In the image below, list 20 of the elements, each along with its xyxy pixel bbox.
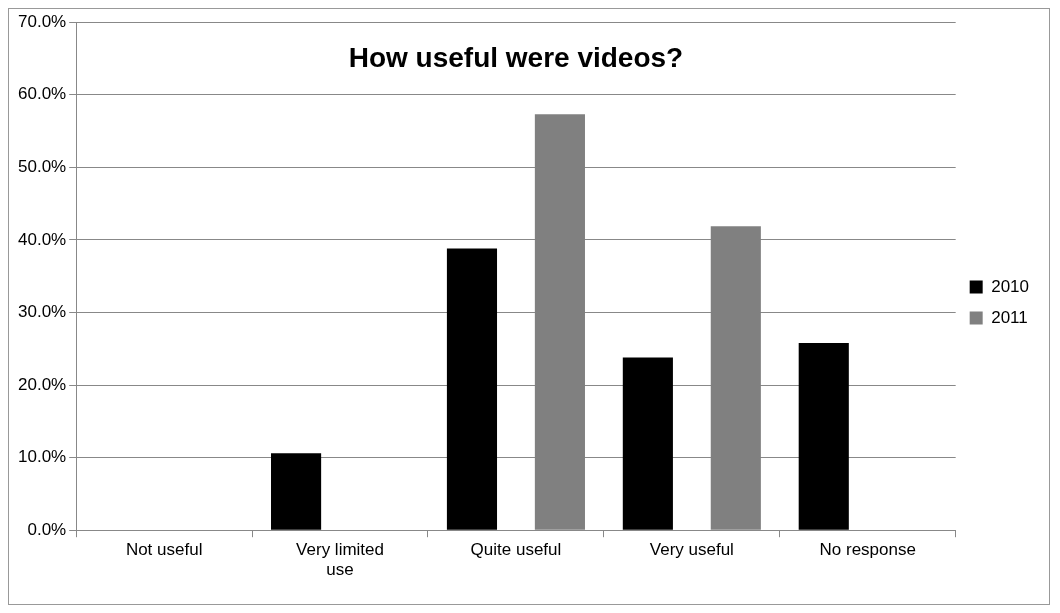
y-tick-label: 40.0%: [18, 229, 67, 249]
legend-label: 2010: [991, 276, 1030, 296]
y-tick-label: 0.0%: [27, 519, 67, 539]
y-tick-label: 60.0%: [18, 84, 67, 104]
bar: [798, 342, 849, 530]
text: How useful were videos?: [348, 41, 684, 73]
y-tick-label: 50.0%: [18, 157, 67, 177]
y-tick-label: 70.0%: [18, 11, 67, 31]
x-tick-label: Very useful: [649, 540, 734, 560]
y-tick-label: 20.0%: [18, 374, 67, 394]
x-tick-label: Quite useful: [470, 540, 562, 560]
bar: [271, 453, 322, 530]
y-tick-label: 30.0%: [18, 302, 67, 322]
bar: [622, 357, 673, 530]
x-tick-label: Not useful: [125, 540, 203, 560]
y-tick-label: 10.0%: [18, 447, 67, 467]
bar: [446, 248, 498, 530]
x-tick-label: Very limited use: [296, 540, 384, 580]
x-tick-label: No response: [819, 540, 916, 560]
legend-label: 2011: [991, 307, 1028, 327]
